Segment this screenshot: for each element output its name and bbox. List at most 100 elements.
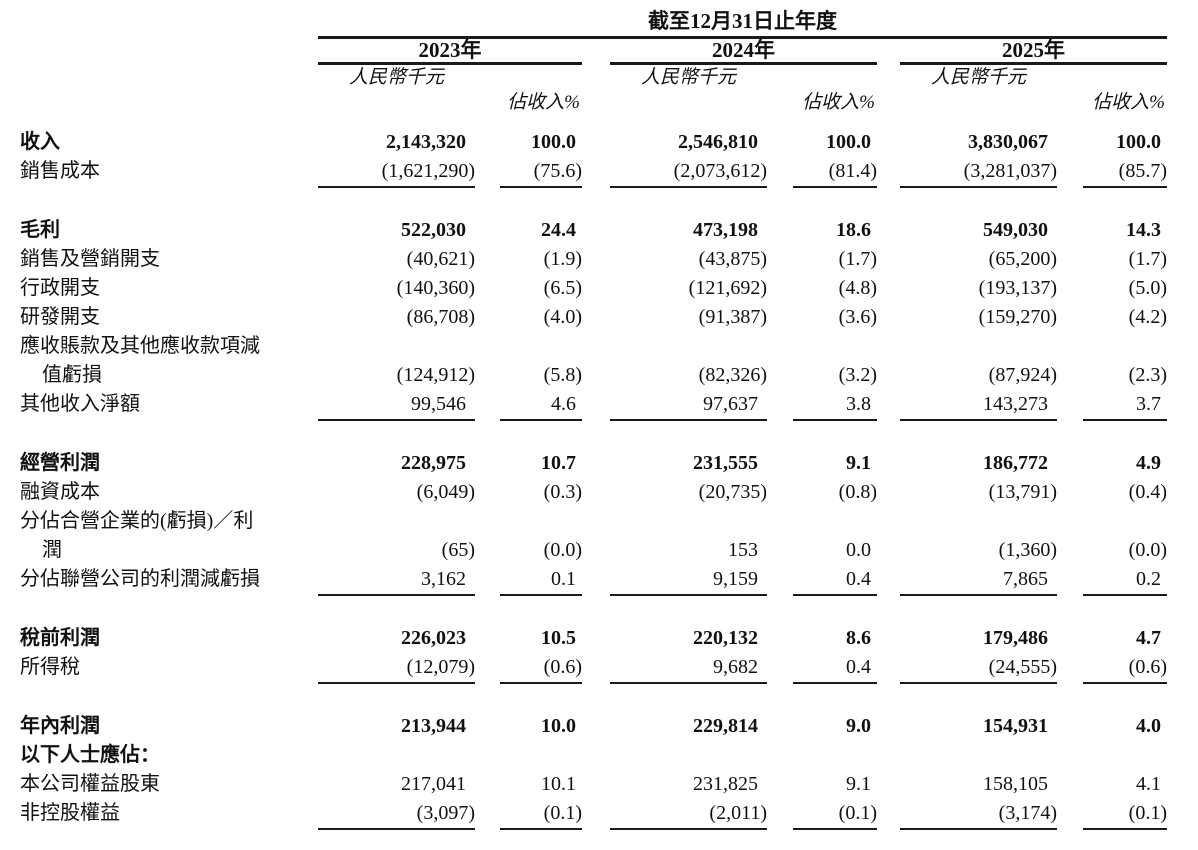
cell-amount: (124,912) (396, 364, 475, 386)
cell-amount: 186,772 (983, 452, 1048, 474)
cell-amount: 231,555 (693, 452, 758, 474)
cell-amount: (3,281,037) (900, 157, 1057, 188)
cell-amount: 228,975 (401, 452, 466, 474)
section-spacer (0, 419, 1198, 449)
cell-amount: 229,814 (693, 715, 758, 737)
row-label: 銷售及營銷開支 (20, 248, 160, 270)
cell-amount: (2,011) (610, 799, 767, 830)
cell-amount: (193,137) (978, 277, 1057, 299)
table-row: 分佔合營企業的(虧損)／利 (0, 507, 1198, 536)
row-label: 行政開支 (20, 277, 100, 299)
row-label: 毛利 (20, 219, 60, 241)
cell-pct: 3.7 (1083, 390, 1167, 421)
cell-pct: (5.8) (543, 364, 582, 386)
cell-amount: 99,546 (318, 390, 475, 421)
row-label: 融資成本 (20, 481, 100, 503)
cell-pct: 4.9 (1136, 452, 1161, 474)
cell-pct: (2.3) (1128, 364, 1167, 386)
cell-amount: (2,073,612) (610, 157, 767, 188)
header-top-rule (318, 36, 1167, 39)
row-label: 所得稅 (20, 656, 80, 678)
cell-amount: 179,486 (983, 627, 1048, 649)
cell-pct: (4.2) (1128, 306, 1167, 328)
cell-pct: (0.3) (543, 481, 582, 503)
row-label: 應收賬款及其他應收款項減 (20, 335, 260, 357)
row-label: 稅前利潤 (20, 627, 100, 649)
year-header-2024: 2024年 (610, 39, 877, 65)
cell-amount: 522,030 (401, 219, 466, 241)
cell-amount: 154,931 (983, 715, 1048, 737)
period-title: 截至12月31日止年度 (648, 9, 837, 33)
cell-pct: 0.2 (1083, 565, 1167, 596)
cell-pct: 100.0 (531, 131, 576, 153)
cell-pct: 24.4 (541, 219, 576, 241)
cell-pct: 0.1 (500, 565, 582, 596)
cell-amount: 3,162 (318, 565, 475, 596)
table-row: 分佔聯營公司的利潤減虧損 3,162 0.1 9,159 0.4 7,865 0.2 (0, 565, 1198, 596)
cell-pct: (5.0) (1128, 277, 1167, 299)
table-row: 收入 2,143,320 100.0 2,546,810 100.0 3,830,067 1… (0, 128, 1198, 157)
cell-amount: (6,049) (416, 481, 475, 503)
section-spacer (0, 594, 1198, 624)
cell-pct: (85.7) (1083, 157, 1167, 188)
cell-amount: 217,041 (401, 773, 466, 795)
table-row: 年內利潤 213,944 10.0 229,814 9.0 154,931 4.0 (0, 712, 1198, 741)
table-row: 稅前利潤 226,023 10.5 220,132 8.6 179,486 4.7 (0, 624, 1198, 653)
section-spacer (0, 682, 1198, 712)
cell-pct: 10.1 (541, 773, 576, 795)
row-label: 分佔聯營公司的利潤減虧損 (20, 568, 260, 590)
cell-pct: (0.6) (1083, 653, 1167, 684)
cell-pct: (6.5) (543, 277, 582, 299)
table-row: 其他收入淨額 99,546 4.6 97,637 3.8 143,273 3.7 (0, 390, 1198, 421)
cell-amount: (82,326) (698, 364, 767, 386)
cell-pct: 18.6 (836, 219, 871, 241)
cell-pct: (0.0) (543, 539, 582, 561)
row-label: 其他收入淨額 (20, 393, 140, 415)
cell-amount: 143,273 (900, 390, 1057, 421)
amount-unit-header: 人民幣千元 (640, 67, 736, 88)
cell-amount: (3,097) (318, 799, 475, 830)
row-label: 年內利潤 (20, 715, 100, 737)
table-row: 本公司權益股東 217,041 10.1 231,825 9.1 158,105 4.1 (0, 770, 1198, 799)
table-row: 經營利潤 228,975 10.7 231,555 9.1 186,772 4.9 (0, 449, 1198, 478)
cell-amount: (87,924) (988, 364, 1057, 386)
pct-of-revenue-header: 佔收入% (507, 92, 580, 113)
row-label: 以下人士應佔： (20, 744, 160, 766)
row-label: 非控股權益 (20, 802, 120, 824)
cell-pct: (0.1) (1083, 799, 1167, 830)
cell-pct: (4.0) (543, 306, 582, 328)
table-row: 融資成本 (6,049) (0.3) (20,735) (0.8) (13,791) (0.… (0, 478, 1198, 507)
amount-unit-header: 人民幣千元 (930, 67, 1026, 88)
year-header-row: 2023年 2024年 2025年 (0, 39, 1198, 65)
cell-amount: (43,875) (698, 248, 767, 270)
cell-pct: (0.4) (1128, 481, 1167, 503)
cell-amount: 158,105 (983, 773, 1048, 795)
pct-of-revenue-header: 佔收入% (1092, 92, 1165, 113)
cell-pct: (0.8) (838, 481, 877, 503)
cell-pct: 4.0 (1136, 715, 1161, 737)
table-row: 行政開支 (140,360) (6.5) (121,692) (4.8) (193,137… (0, 274, 1198, 303)
table-row: 研發開支 (86,708) (4.0) (91,387) (3.6) (159,270) (… (0, 303, 1198, 332)
row-label: 經營利潤 (20, 452, 100, 474)
cell-amount: 3,830,067 (968, 131, 1048, 153)
table-row: 以下人士應佔： (0, 741, 1198, 770)
cell-amount: (140,360) (396, 277, 475, 299)
cell-amount: (159,270) (978, 306, 1057, 328)
cell-amount: 97,637 (610, 390, 767, 421)
cell-amount: (121,692) (688, 277, 767, 299)
row-label: 潤 (42, 539, 62, 561)
cell-amount: 231,825 (693, 773, 758, 795)
cell-pct: 8.6 (846, 627, 871, 649)
cell-pct: 9.1 (846, 773, 871, 795)
cell-pct: (0.1) (500, 799, 582, 830)
cell-amount: 9,682 (610, 653, 767, 684)
row-label: 分佔合營企業的(虧損)／利 (20, 510, 254, 532)
cell-pct: (75.6) (500, 157, 582, 188)
row-label: 值虧損 (42, 364, 102, 386)
table-row: 非控股權益 (3,097) (0.1) (2,011) (0.1) (3,174) (0.1… (0, 799, 1198, 830)
cell-pct: 10.5 (541, 627, 576, 649)
cell-pct: 3.8 (793, 390, 877, 421)
year-header-2023: 2023年 (318, 39, 582, 65)
cell-pct: (1.7) (1128, 248, 1167, 270)
